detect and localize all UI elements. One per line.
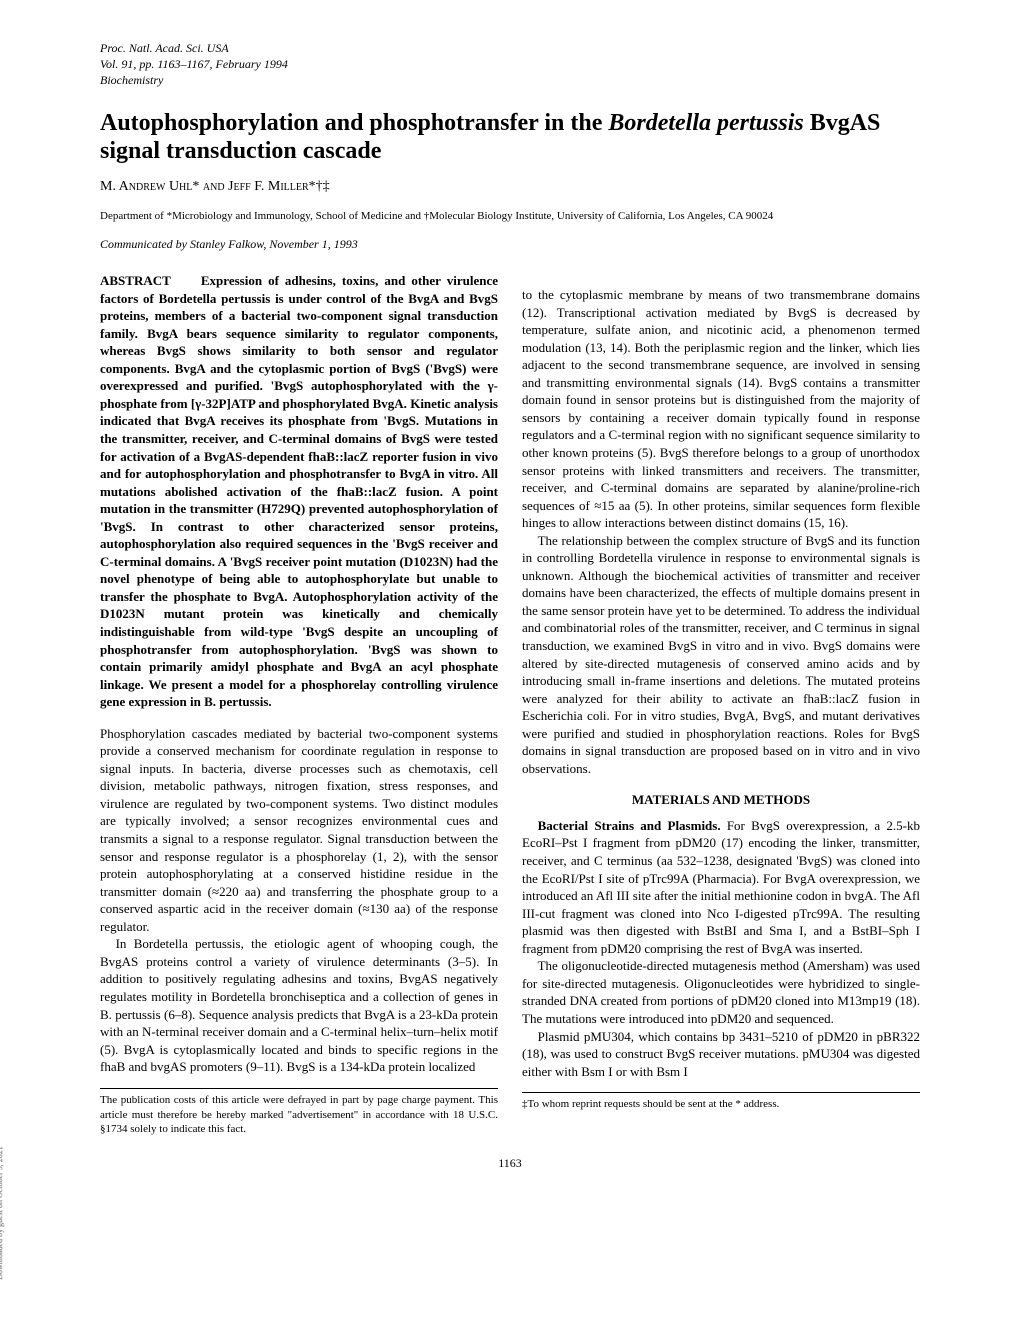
methods-paragraphs: Bacterial Strains and Plasmids. For BvgS…	[522, 817, 920, 1080]
methods-para-3: Plasmid pMU304, which contains bp 3431–5…	[522, 1028, 920, 1081]
communicated-by: Communicated by Stanley Falkow, November…	[100, 236, 920, 252]
methods-subhead-1: Bacterial Strains and Plasmids.	[538, 818, 721, 833]
abstract-text: Expression of adhesins, toxins, and othe…	[100, 273, 498, 709]
intro-paragraphs: Phosphorylation cascades mediated by bac…	[100, 725, 498, 1076]
intro-continued: to the cytoplasmic membrane by means of …	[522, 286, 920, 777]
abstract-label: ABSTRACT	[100, 273, 171, 288]
footnote-left: The publication costs of this article we…	[100, 1088, 498, 1138]
methods-heading: MATERIALS AND METHODS	[522, 791, 920, 809]
journal-line1: Proc. Natl. Acad. Sci. USA	[100, 40, 920, 56]
main-content: ABSTRACT Expression of adhesins, toxins,…	[100, 272, 920, 1137]
journal-header: Proc. Natl. Acad. Sci. USA Vol. 91, pp. …	[100, 40, 920, 89]
intro-para-1: Phosphorylation cascades mediated by bac…	[100, 725, 498, 936]
intro-para-3: to the cytoplasmic membrane by means of …	[522, 286, 920, 532]
methods-para-2: The oligonucleotide-directed mutagenesis…	[522, 957, 920, 1027]
methods-para-1: Bacterial Strains and Plasmids. For BvgS…	[522, 817, 920, 957]
journal-line3: Biochemistry	[100, 72, 920, 88]
article-title: Autophosphorylation and phosphotransfer …	[100, 109, 920, 167]
page-number: 1163	[100, 1155, 920, 1171]
intro-para-2: In Bordetella pertussis, the etiologic a…	[100, 935, 498, 1075]
download-note: Downloaded by guest on October 5, 2021	[0, 1146, 6, 1280]
footnote-right: ‡To whom reprint requests should be sent…	[522, 1092, 920, 1112]
abstract-block: ABSTRACT Expression of adhesins, toxins,…	[100, 272, 498, 711]
authors: M. Andrew Uhl* and Jeff F. Miller*†‡	[100, 178, 920, 197]
journal-line2: Vol. 91, pp. 1163–1167, February 1994	[100, 56, 920, 72]
affiliation: Department of *Microbiology and Immunolo…	[100, 209, 920, 224]
intro-para-4: The relationship between the complex str…	[522, 532, 920, 778]
methods-text-1: For BvgS overexpression, a 2.5-kb EcoRI–…	[522, 818, 920, 956]
